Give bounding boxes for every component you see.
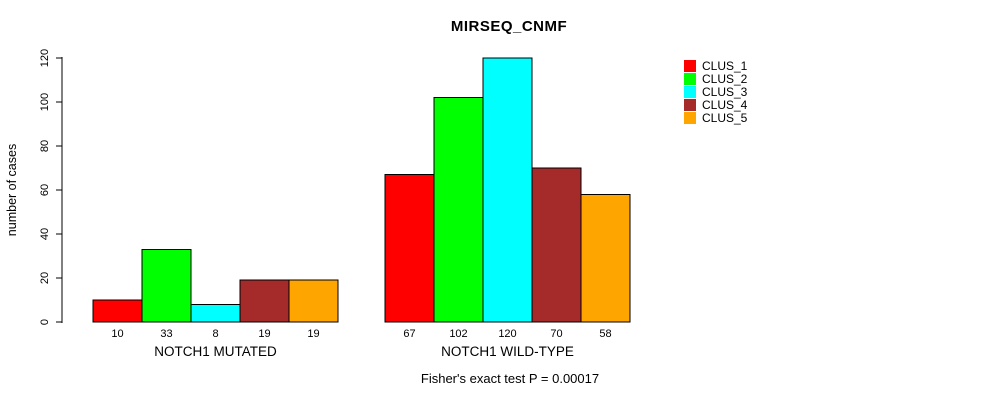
y-tick-label: 60: [39, 184, 51, 196]
bar-clus_1-group2: [384, 174, 435, 323]
bar-value-label: 19: [307, 328, 319, 340]
y-tick-label: 20: [39, 272, 51, 284]
bar-clus_3-group2: [482, 57, 533, 323]
bar-clus_5-group1: [288, 279, 339, 323]
legend-item: CLUS_2: [684, 73, 747, 85]
legend: CLUS_1 CLUS_2 CLUS_3 CLUS_4 CLUS_5: [684, 60, 747, 124]
bar-value-label: 8: [212, 328, 218, 340]
bar-clus_4-group1: [239, 279, 290, 323]
legend-item: CLUS_1: [684, 60, 747, 72]
legend-label: CLUS_5: [702, 111, 748, 125]
legend-swatch-clus_3: [684, 86, 696, 98]
legend-item: CLUS_3: [684, 86, 747, 98]
group-label: NOTCH1 MUTATED: [154, 344, 277, 359]
chart-title: MIRSEQ_CNMF: [450, 18, 568, 35]
bar-clus_1-group1: [92, 299, 143, 323]
bar-value-label: 70: [550, 328, 562, 340]
bar-value-label: 10: [111, 328, 123, 340]
y-tick-label: 40: [39, 228, 51, 240]
bar-value-label: 102: [449, 328, 467, 340]
bar-clus_2-group1: [141, 248, 192, 323]
legend-item: CLUS_4: [684, 99, 747, 111]
y-tick-label: 100: [39, 93, 51, 111]
legend-label: CLUS_2: [702, 72, 748, 86]
group-label: NOTCH1 WILD-TYPE: [441, 344, 574, 359]
bar-value-label: 33: [160, 328, 172, 340]
footnote: Fisher's exact test P = 0.00017: [420, 371, 600, 386]
y-tick-label: 0: [39, 319, 51, 325]
y-tick-label: 80: [39, 140, 51, 152]
legend-swatch-clus_1: [684, 60, 696, 72]
bar-clus_5-group2: [580, 193, 631, 323]
y-tick-label: 120: [39, 49, 51, 67]
legend-swatch-clus_4: [684, 99, 696, 111]
legend-label: CLUS_1: [702, 59, 748, 73]
legend-swatch-clus_2: [684, 73, 696, 85]
bar-value-label: 58: [599, 328, 611, 340]
bar-value-label: 67: [403, 328, 415, 340]
bar-clus_2-group2: [433, 97, 484, 323]
legend-swatch-clus_5: [684, 112, 696, 124]
bar-clus_3-group1: [190, 303, 241, 323]
legend-label: CLUS_3: [702, 85, 748, 99]
legend-item: CLUS_5: [684, 112, 747, 124]
bar-value-label: 120: [498, 328, 516, 340]
bar-clus_4-group2: [531, 167, 582, 323]
bar-value-label: 19: [258, 328, 270, 340]
y-axis-label: number of cases: [5, 144, 19, 236]
legend-label: CLUS_4: [702, 98, 748, 112]
